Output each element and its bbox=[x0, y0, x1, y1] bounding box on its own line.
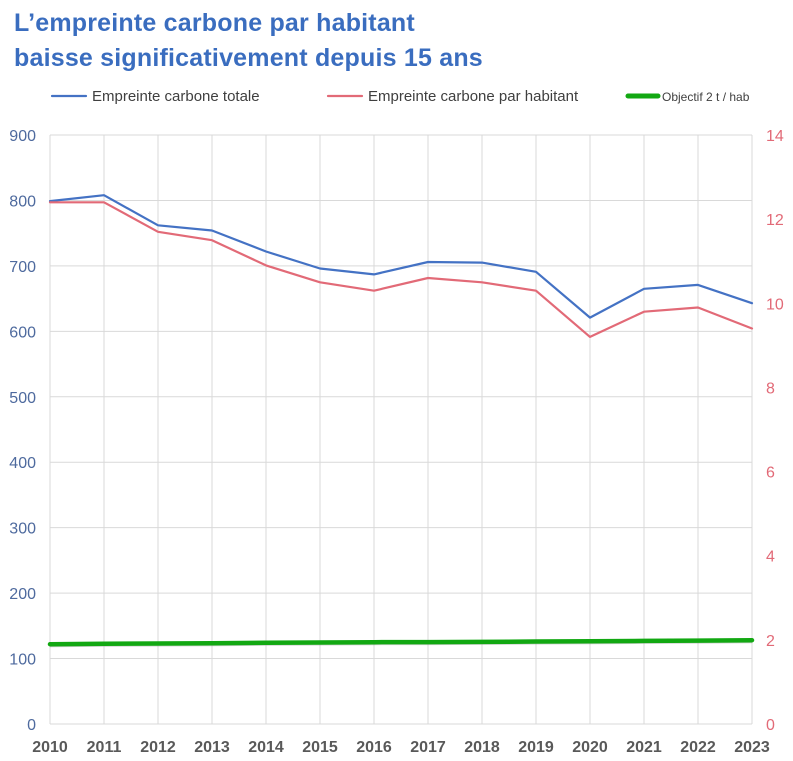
y-left-tick-label: 900 bbox=[9, 128, 36, 145]
series-line-per-capita bbox=[48, 201, 754, 338]
chart-title-line-2: baisse significativement depuis 15 ans bbox=[14, 44, 483, 72]
y-left-tick-label: 0 bbox=[27, 717, 36, 734]
y-right-tick-label: 12 bbox=[766, 212, 784, 229]
y-right-tick-label: 10 bbox=[766, 296, 784, 313]
y-right-tick-label: 2 bbox=[766, 633, 775, 650]
x-tick-label: 2012 bbox=[140, 739, 176, 756]
y-right-tick-label: 0 bbox=[766, 717, 775, 734]
chart-title-line-1: L’empreinte carbone par habitant bbox=[14, 9, 415, 37]
legend: Empreinte carbone totale Empreinte carbon… bbox=[50, 88, 750, 105]
y-left-tick-label: 200 bbox=[9, 586, 36, 603]
x-tick-label: 2019 bbox=[518, 739, 554, 756]
series-layer bbox=[47, 194, 755, 648]
x-tick-label: 2014 bbox=[248, 739, 284, 756]
x-tick-label: 2020 bbox=[572, 739, 608, 756]
x-tick-label: 2017 bbox=[410, 739, 446, 756]
legend-label: Objectif 2 t / hab bbox=[662, 90, 750, 104]
legend-item-total: Empreinte carbone totale bbox=[50, 88, 260, 105]
x-tick-label: 2021 bbox=[626, 739, 662, 756]
x-tick-label: 2022 bbox=[680, 739, 716, 756]
grid-layer bbox=[49, 134, 753, 725]
x-tick-label: 2011 bbox=[87, 739, 122, 756]
legend-item-objective: Objectif 2 t / hab bbox=[625, 90, 750, 104]
y-right-tick-label: 8 bbox=[766, 380, 775, 397]
y-left-tick-label: 800 bbox=[9, 193, 36, 210]
legend-item-per-capita: Empreinte carbone par habitant bbox=[326, 88, 579, 105]
y-left-tick-label: 700 bbox=[9, 259, 36, 276]
legend-label: Empreinte carbone par habitant bbox=[368, 88, 579, 105]
x-tick-label: 2018 bbox=[464, 739, 500, 756]
x-tick-label: 2013 bbox=[194, 739, 230, 756]
y-left-tick-label: 600 bbox=[9, 324, 36, 341]
y-left-tick-label: 400 bbox=[9, 455, 36, 472]
y-right-tick-label: 6 bbox=[766, 465, 775, 482]
y-right-tick-label: 14 bbox=[766, 128, 784, 145]
y-left-tick-label: 500 bbox=[9, 390, 36, 407]
y-left-tick-label: 100 bbox=[9, 652, 36, 669]
series-line-total bbox=[48, 194, 754, 319]
chart-title: L’empreinte carbone par habitant baisse … bbox=[14, 6, 774, 76]
x-tick-label: 2010 bbox=[32, 739, 68, 756]
axis-layer: 0 100 200 300 400 500 600 700 800 900 0 2 4 6 8 10 12 14 2… bbox=[9, 128, 784, 756]
legend-label: Empreinte carbone totale bbox=[92, 88, 260, 105]
y-right-tick-label: 4 bbox=[766, 549, 775, 566]
series-line-objective bbox=[47, 637, 755, 647]
x-tick-label: 2015 bbox=[302, 739, 338, 756]
x-tick-label: 2016 bbox=[356, 739, 392, 756]
x-tick-label: 2023 bbox=[734, 739, 770, 756]
y-left-tick-label: 300 bbox=[9, 521, 36, 538]
